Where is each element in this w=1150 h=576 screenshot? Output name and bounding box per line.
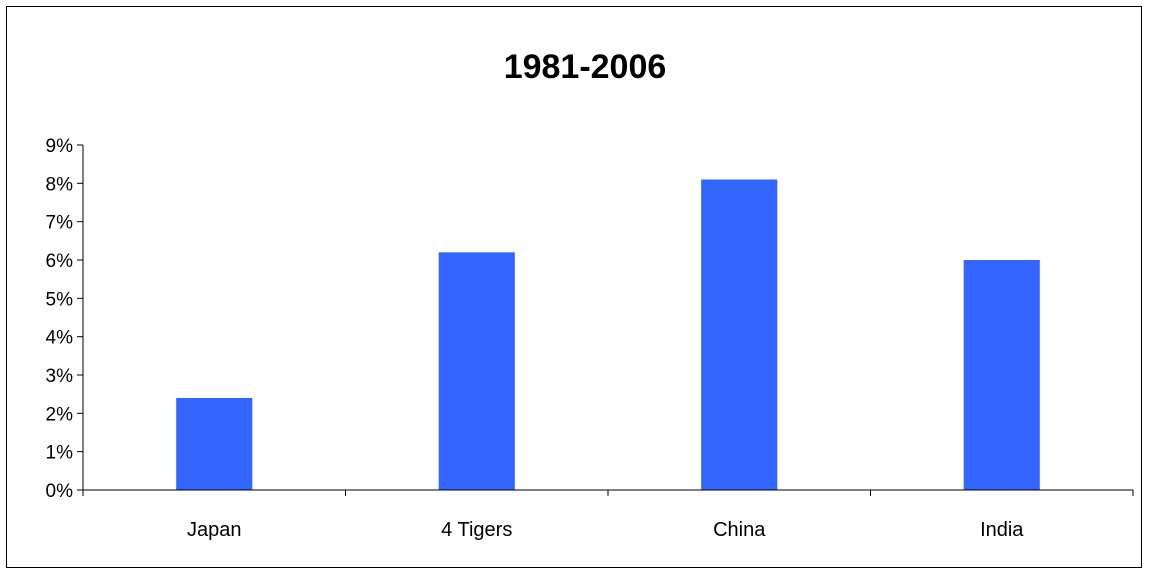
y-tick-label: 7% (46, 213, 74, 234)
y-tick-label: 8% (46, 174, 74, 195)
bars (176, 179, 1040, 490)
bar-4-tigers (438, 252, 515, 490)
y-tick-label: 2% (46, 404, 74, 425)
x-category-label: China (713, 519, 766, 541)
y-tick-label: 0% (46, 481, 74, 502)
x-category-label: 4 Tigers (441, 519, 512, 541)
x-axis (82, 489, 1134, 496)
x-category-label: India (980, 519, 1024, 541)
y-axis-ticks: 0% 1% 2% 3% 4% 5% 6% 7% 8% 9% (46, 136, 84, 502)
y-tick-label: 6% (46, 251, 74, 272)
y-tick-label: 1% (46, 443, 74, 464)
y-tick-label: 3% (46, 366, 74, 387)
bar-japan (176, 398, 253, 490)
category-labels: Japan 4 Tigers China India (187, 519, 1024, 541)
y-tick-label: 9% (46, 136, 74, 157)
chart-title: 1981-2006 (504, 48, 667, 86)
y-tick-label: 5% (46, 289, 74, 310)
y-tick-label: 4% (46, 328, 74, 349)
bar-india (963, 260, 1040, 490)
bar-china (701, 179, 778, 490)
x-category-label: Japan (187, 519, 242, 541)
